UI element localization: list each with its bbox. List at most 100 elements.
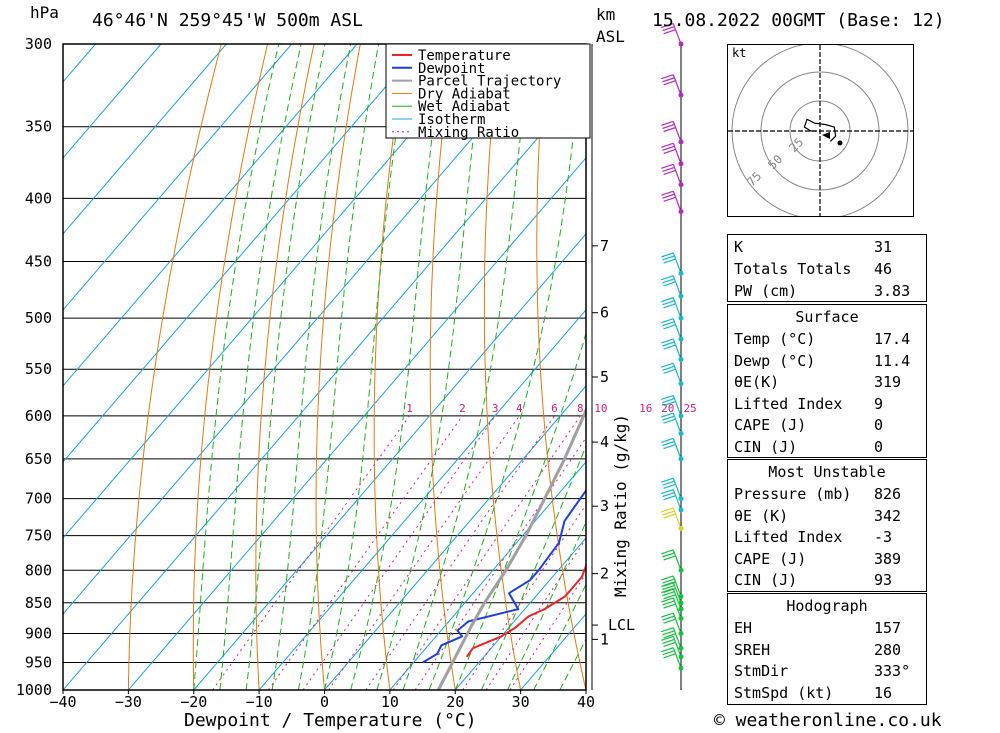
wind-barb-staff [672, 338, 682, 360]
wind-barb-staff [672, 318, 682, 340]
most-unstable-row: θE (K) 342 [728, 505, 926, 527]
x-tick-label: 20 [446, 693, 464, 711]
wet-adiabat-line [480, 444, 586, 690]
pressure-tick-label: 450 [25, 253, 52, 271]
wind-barb-staff [672, 636, 682, 658]
isotherm-line [454, 537, 586, 690]
index-label: K [734, 238, 744, 256]
wind-barb-staff [672, 597, 682, 619]
wind-barb-staff [672, 143, 682, 164]
index-value: 0 [874, 416, 884, 434]
isotherm-line [63, 81, 586, 690]
index-label: Pressure (mb) [734, 485, 852, 503]
mixing-ratio-line [328, 415, 520, 690]
wind-barb-flag [661, 163, 674, 169]
isotherm-line [389, 461, 586, 690]
wind-barb-flag [662, 193, 675, 199]
wind-barb-flag [662, 584, 675, 590]
isotherm-line [63, 44, 423, 463]
legend-label: Dry Adiabat [418, 86, 511, 102]
index-label: SREH [734, 640, 771, 659]
wind-barb-staff [672, 275, 682, 297]
isotherm-line [63, 44, 162, 159]
mixing-ratio-line [365, 415, 555, 690]
wind-barb [661, 362, 682, 384]
wind-barb-staff [672, 395, 682, 417]
x-tick-label: −20 [180, 693, 207, 711]
index-value: 46 [874, 260, 893, 278]
wind-barb-staff [672, 23, 682, 45]
hodograph-index-row: EH 157 [728, 617, 926, 639]
index-label: CIN (J) [734, 571, 798, 589]
legend-label: Wet Adiabat [418, 99, 511, 115]
wind-barb-flag [663, 196, 676, 202]
legend-label: Isotherm [418, 112, 485, 128]
index-label: StmSpd (kt) [734, 683, 834, 702]
wind-barb [661, 394, 682, 417]
legend-label: Temperature [418, 48, 511, 64]
wind-barb-flag [662, 480, 675, 486]
mixing-ratio-label: 6 [551, 402, 558, 415]
isotherm-line [63, 44, 489, 539]
mixing-ratio-axis-title: Mixing Ratio (g/kg) [611, 413, 630, 597]
index-label: Temp (°C) [734, 330, 816, 348]
pressure-tick-label: 750 [25, 527, 52, 545]
most-unstable-row: Lifted Index -3 [728, 526, 926, 548]
legend-label: Parcel Trajectory [418, 74, 561, 90]
wet-adiabat-line [376, 44, 485, 690]
wind-barb-flag [661, 488, 674, 495]
index-label: θE(K) [734, 373, 780, 391]
wind-barb-staff [672, 74, 682, 96]
plot-frame [62, 43, 587, 691]
wind-barb-flag [662, 440, 675, 447]
wind-barb-staff [672, 575, 682, 597]
km-tick-label: 1 [600, 630, 609, 648]
wet-adiabat-line [350, 44, 445, 690]
storm-motion-dot [837, 140, 843, 146]
isotherm-line [63, 44, 227, 235]
index-value: 0 [874, 437, 884, 456]
hodograph-trace [803, 118, 837, 142]
isotherm-line [258, 309, 586, 690]
wind-barb-staff [672, 412, 682, 434]
wind-barb-flag [661, 318, 674, 324]
wind-barb-staff [672, 489, 682, 511]
wind-barb-flag [661, 549, 674, 555]
x-tick-label: −40 [49, 693, 76, 711]
wind-barb-staff [672, 190, 682, 212]
wind-barb-flag [662, 510, 675, 516]
index-value: 16 [874, 683, 893, 702]
dry-adiabat-line [315, 44, 361, 690]
wind-barb [661, 588, 682, 610]
hodograph-ring-label: 25 [786, 135, 806, 155]
index-value: 9 [874, 394, 884, 413]
wind-barb-flag [663, 258, 676, 264]
wind-barb-flag [661, 74, 674, 80]
wind-barb-staff [672, 252, 682, 274]
hodograph-ring-label: 50 [765, 152, 785, 172]
wind-barb [661, 612, 682, 634]
hodograph-index-title: Hodograph [786, 597, 868, 615]
most-unstable-title: Most Unstable [768, 463, 886, 481]
pressure-tick-label: 600 [25, 407, 52, 425]
surface-row: CIN (J) 0 [728, 436, 926, 458]
wind-barb-staff [672, 438, 682, 460]
index-value: 3.83 [874, 282, 911, 300]
wet-adiabat-line [245, 44, 326, 690]
parcel-trajectory-line [436, 406, 586, 690]
km-label: km [596, 5, 616, 24]
wind-barb-flag [663, 368, 676, 374]
wind-barb-flag [662, 615, 675, 621]
wind-barb [661, 437, 682, 460]
wind-barb-flag [663, 483, 676, 489]
wind-barb-staff [672, 588, 682, 610]
dry-adiabat-line [536, 44, 586, 690]
wind-barb-flag [663, 513, 676, 519]
wet-adiabat-line [297, 44, 380, 690]
wind-barb-flag [663, 618, 676, 624]
wind-barb-flag [663, 603, 676, 609]
x-tick-label: 10 [381, 693, 399, 711]
index-label: θE (K) [734, 506, 789, 525]
index-row-totals: Totals Totals 46 [728, 258, 926, 280]
